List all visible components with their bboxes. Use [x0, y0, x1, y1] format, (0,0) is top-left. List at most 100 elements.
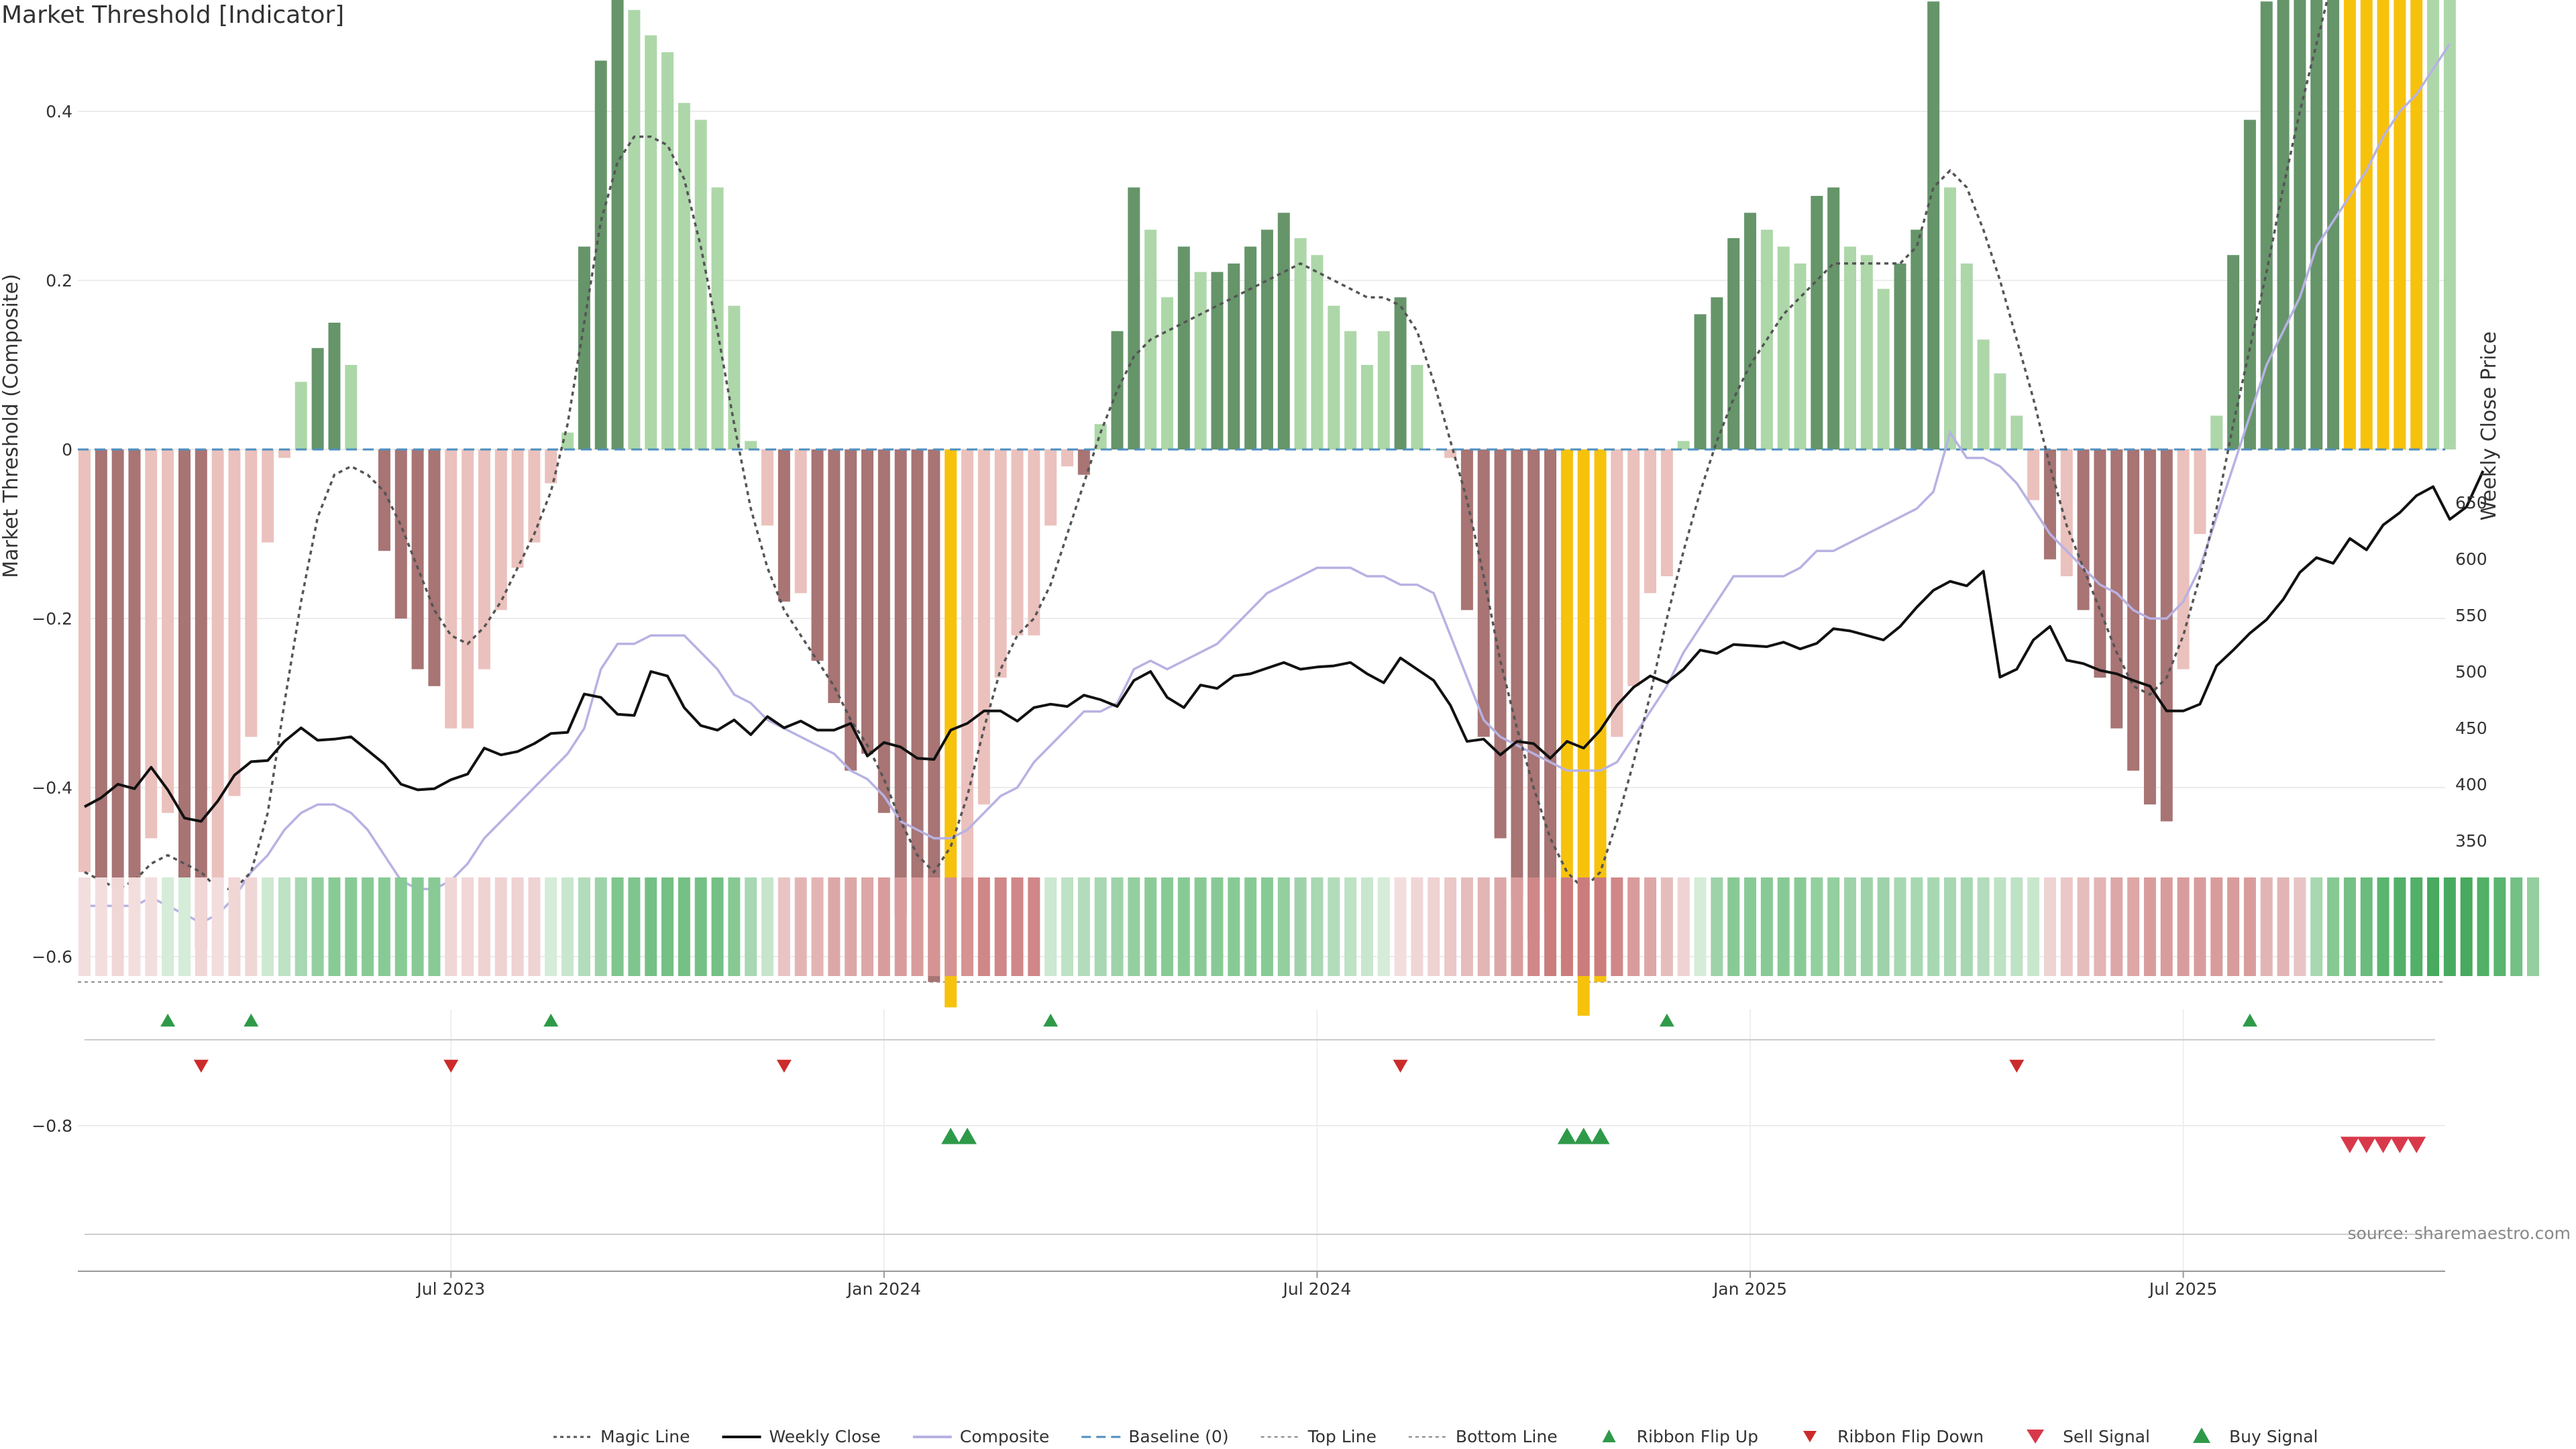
composite-bar: [378, 449, 390, 551]
composite-bar: [877, 449, 890, 813]
ribbon-cell: [661, 877, 674, 976]
composite-bar: [1511, 449, 1523, 898]
legend-item-bottom: Bottom Line: [1408, 1427, 1558, 1446]
ribbon-cell: [462, 877, 474, 976]
composite-bar: [262, 449, 274, 543]
ribbon-cell: [1544, 877, 1557, 976]
ribbon-cell: [1460, 877, 1473, 976]
ribbon-flip-up-marker: [1043, 1014, 1059, 1027]
ribbon-flip-down-marker: [1393, 1059, 1408, 1073]
sell-signal-marker: [2390, 1136, 2410, 1153]
ribbon-cell: [1827, 877, 1840, 976]
composite-bar: [1611, 449, 1623, 737]
ribbon-cell: [1177, 877, 1190, 976]
ribbon-cell: [845, 877, 857, 976]
ribbon-cell: [2493, 877, 2506, 976]
ribbon-cell: [1794, 877, 1807, 976]
composite-bar: [2160, 449, 2173, 822]
composite-bar: [761, 449, 774, 526]
axes: −0.8−0.6−0.4−0.200.20.40.60.835040045050…: [32, 102, 2487, 1136]
composite-bar: [1727, 238, 1740, 449]
composite-bar: [478, 449, 490, 669]
ribbon-cell: [2377, 877, 2390, 976]
composite-bar: [1577, 449, 1590, 1016]
composite-bar: [1494, 449, 1507, 839]
composite-bar: [1877, 288, 1890, 449]
composite-bar: [578, 246, 590, 449]
x-axis: Jul 2023 Jan 2024 Jul 2024 Jan 2025 Jul 2025: [78, 1271, 2445, 1299]
ribbon-cell: [1444, 877, 1457, 976]
composite-bar: [745, 441, 757, 449]
ribbon-cell: [1028, 877, 1040, 976]
composite-bar: [1311, 255, 1324, 449]
ribbon-cell: [1228, 877, 1240, 976]
composite-bar: [228, 449, 241, 796]
composite-bar: [777, 449, 790, 602]
ribbon-cell: [1577, 877, 1590, 976]
composite-bar: [961, 449, 973, 898]
ribbon-cell: [1727, 877, 1740, 976]
x-tick-label: Jul 2023: [415, 1279, 485, 1299]
right-tick-label: 650: [2455, 493, 2487, 513]
ribbon-cell: [2277, 877, 2290, 976]
legend-label: Buy Signal: [2229, 1427, 2318, 1446]
ribbon-cell: [2360, 877, 2373, 976]
ribbon-cell: [1711, 877, 1723, 976]
ribbon-cell: [394, 877, 407, 976]
ribbon-cell: [245, 877, 258, 976]
ribbon-cell: [2427, 877, 2440, 976]
ribbon-cell: [95, 877, 107, 976]
composite-bar: [1544, 449, 1557, 914]
ribbon-cell: [1760, 877, 1773, 976]
ribbon-cell: [1644, 877, 1657, 976]
ribbon-cell: [145, 877, 158, 976]
composite-bar: [411, 449, 424, 669]
composite-bar: [994, 449, 1007, 678]
ribbon-cell: [2394, 877, 2406, 976]
composite-bar: [162, 449, 174, 813]
composite-bar: [1444, 449, 1457, 458]
composite-bar: [2194, 449, 2206, 534]
ribbon-cell: [2410, 877, 2423, 976]
composite-bar: [928, 449, 941, 982]
buy-signal-marker: [1574, 1128, 1593, 1144]
ribbon-cell: [1527, 877, 1540, 976]
ribbon-cell: [1977, 877, 1990, 976]
ribbon-cell: [545, 877, 557, 976]
right-tick-label: 450: [2455, 718, 2487, 738]
composite-bar: [2043, 449, 2056, 559]
ribbon-cell: [1477, 877, 1490, 976]
ribbon-cell: [2343, 877, 2356, 976]
legend-item-composite: Composite: [912, 1427, 1049, 1446]
signal-rows: [85, 1010, 2435, 1271]
ribbon-cell: [1860, 877, 1873, 976]
ribbon-cell: [828, 877, 841, 976]
ribbon-cell: [1061, 877, 1073, 976]
ribbon-cell: [1594, 877, 1607, 976]
ribbon-cell: [1494, 877, 1507, 976]
composite-bar: [95, 449, 107, 881]
legend-item-sell: Sell Signal: [2027, 1427, 2150, 1446]
composite-bar: [1428, 449, 1440, 450]
composite-bar: [1477, 449, 1490, 737]
legend-label: Sell Signal: [2063, 1427, 2150, 1446]
composite-bar: [311, 347, 324, 449]
composite-bar: [1328, 305, 1340, 449]
ribbon-flip-up-marker: [1659, 1014, 1674, 1027]
composite-bar: [462, 449, 474, 729]
legend-label: Weekly Close: [769, 1427, 881, 1446]
left-tick-label: 0: [62, 440, 72, 460]
composite-bar: [911, 449, 924, 957]
ribbon-cell: [411, 877, 424, 976]
ribbon-cell: [1211, 877, 1224, 976]
composite-bar: [2394, 0, 2406, 449]
ribbon-flip-down-marker: [443, 1059, 459, 1073]
ribbon-cell: [2143, 877, 2156, 976]
composite-bar: [1094, 424, 1107, 449]
left-tick-label: 0.2: [46, 271, 72, 290]
ribbon-cell: [894, 877, 907, 976]
composite-bar: [111, 449, 124, 890]
legend-label: Magic Line: [600, 1427, 690, 1446]
composite-bar: [2360, 0, 2373, 450]
